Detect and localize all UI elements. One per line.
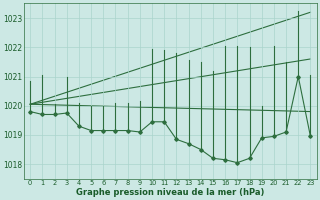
X-axis label: Graphe pression niveau de la mer (hPa): Graphe pression niveau de la mer (hPa) [76, 188, 265, 197]
